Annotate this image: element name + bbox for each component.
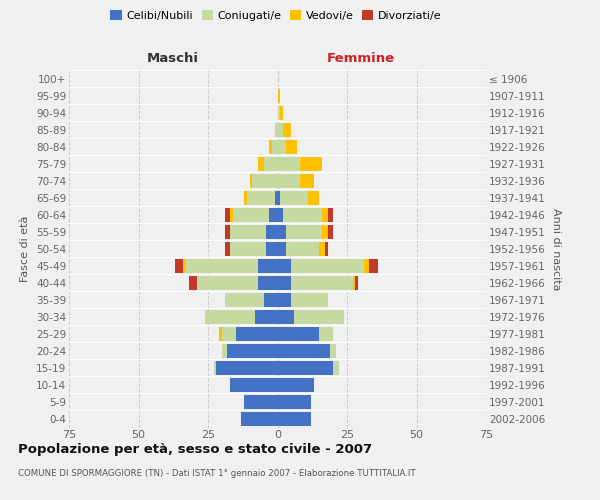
Bar (277, 259, 292, 273)
Bar (300, 156, 322, 170)
Bar (277, 224, 286, 238)
Bar (233, 208, 269, 222)
Bar (328, 208, 333, 222)
Bar (227, 344, 277, 358)
Bar (272, 140, 277, 153)
Bar (286, 242, 319, 256)
Bar (355, 276, 358, 290)
Bar (183, 259, 186, 273)
Bar (319, 242, 325, 256)
Bar (300, 174, 314, 188)
Bar (277, 122, 283, 136)
Bar (364, 259, 369, 273)
Bar (277, 344, 331, 358)
Bar (266, 242, 277, 256)
Bar (292, 293, 328, 307)
Bar (255, 310, 277, 324)
Bar (369, 259, 377, 273)
Bar (222, 344, 227, 358)
Bar (292, 259, 364, 273)
Bar (269, 208, 277, 222)
Bar (205, 310, 255, 324)
Bar (325, 242, 328, 256)
Bar (230, 242, 266, 256)
Bar (219, 327, 222, 341)
Bar (224, 242, 230, 256)
Bar (236, 327, 277, 341)
Bar (277, 276, 292, 290)
Y-axis label: Fasce di età: Fasce di età (20, 216, 31, 282)
Bar (244, 190, 247, 204)
Bar (258, 156, 263, 170)
Bar (258, 259, 277, 273)
Bar (286, 224, 322, 238)
Bar (308, 190, 319, 204)
Text: Maschi: Maschi (147, 52, 199, 65)
Bar (214, 361, 217, 375)
Bar (266, 224, 277, 238)
Bar (322, 224, 328, 238)
Bar (258, 276, 277, 290)
Bar (280, 190, 308, 204)
Bar (253, 174, 277, 188)
Bar (244, 395, 277, 409)
Bar (277, 140, 286, 153)
Bar (277, 310, 294, 324)
Bar (333, 361, 338, 375)
Bar (241, 412, 277, 426)
Bar (277, 412, 311, 426)
Bar (319, 327, 333, 341)
Bar (224, 224, 230, 238)
Bar (224, 208, 230, 222)
Bar (175, 259, 183, 273)
Bar (277, 293, 292, 307)
Bar (269, 140, 272, 153)
Bar (230, 224, 266, 238)
Y-axis label: Anni di nascita: Anni di nascita (551, 208, 561, 290)
Bar (277, 242, 286, 256)
Bar (263, 156, 277, 170)
Text: Femmine: Femmine (327, 52, 395, 65)
Bar (275, 122, 277, 136)
Bar (322, 208, 328, 222)
Bar (188, 276, 197, 290)
Bar (286, 140, 297, 153)
Bar (328, 224, 333, 238)
Bar (277, 361, 333, 375)
Bar (230, 208, 233, 222)
Bar (277, 88, 280, 102)
Bar (280, 106, 283, 120)
Bar (277, 395, 311, 409)
Bar (247, 190, 275, 204)
Text: Popolazione per età, sesso e stato civile - 2007: Popolazione per età, sesso e stato civil… (18, 442, 372, 456)
Bar (283, 122, 292, 136)
Bar (292, 276, 353, 290)
Bar (277, 174, 300, 188)
Bar (277, 106, 280, 120)
Bar (197, 276, 258, 290)
Bar (277, 327, 319, 341)
Bar (294, 310, 344, 324)
Text: COMUNE DI SPORMAGGIORE (TN) - Dati ISTAT 1° gennaio 2007 - Elaborazione TUTTITAL: COMUNE DI SPORMAGGIORE (TN) - Dati ISTAT… (18, 468, 416, 477)
Bar (277, 378, 314, 392)
Bar (353, 276, 355, 290)
Bar (222, 327, 236, 341)
Bar (230, 378, 277, 392)
Bar (275, 190, 277, 204)
Bar (283, 208, 322, 222)
Bar (277, 156, 300, 170)
Bar (277, 208, 283, 222)
Legend: Celibi/Nubili, Coniugati/e, Vedovi/e, Divorziati/e: Celibi/Nubili, Coniugati/e, Vedovi/e, Di… (106, 6, 446, 25)
Bar (186, 259, 258, 273)
Bar (250, 174, 253, 188)
Bar (277, 190, 280, 204)
Bar (224, 293, 263, 307)
Bar (217, 361, 277, 375)
Bar (331, 344, 336, 358)
Bar (263, 293, 277, 307)
